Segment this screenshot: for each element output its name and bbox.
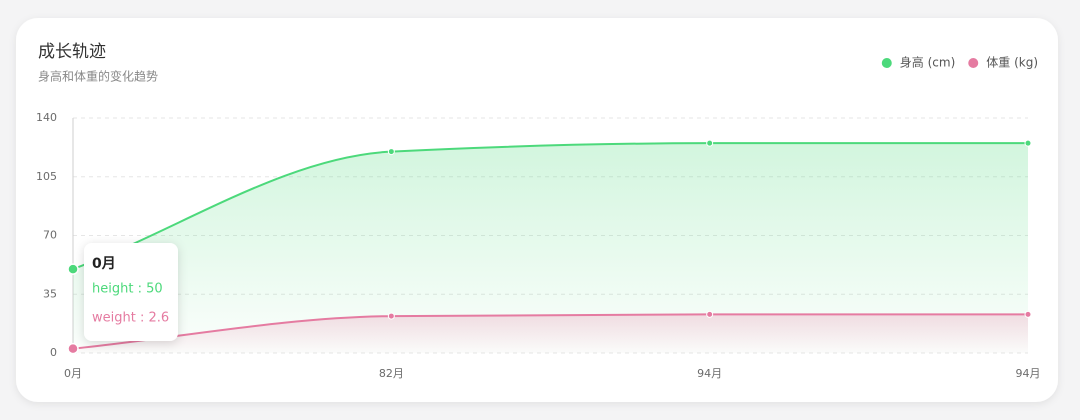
area <box>73 314 1028 353</box>
tooltip: 0月 height : 50 weight : 2.6 <box>84 243 178 341</box>
legend-swatch <box>968 58 979 68</box>
point <box>67 342 79 355</box>
tooltip-row: height : 50 <box>92 282 163 297</box>
x-tick-label: 94月 <box>697 367 722 380</box>
legend-label: 体重 (kg) <box>986 56 1038 70</box>
legend-label: 身高 (cm) <box>900 55 955 70</box>
y-tick-label: 70 <box>43 229 57 242</box>
point <box>387 148 395 156</box>
chart-title: 成长轨迹 <box>38 42 106 62</box>
x-tick-label: 82月 <box>379 367 404 380</box>
tooltip-title: 0月 <box>92 256 116 272</box>
line <box>72 313 1028 350</box>
tooltip-row: weight : 2.6 <box>92 311 169 326</box>
x-tick-label: 0月 <box>64 367 82 380</box>
area <box>73 143 1028 353</box>
point <box>706 310 714 318</box>
point <box>67 263 79 275</box>
point <box>1024 310 1032 318</box>
line <box>72 142 1028 271</box>
point <box>387 312 395 320</box>
y-tick-label: 0 <box>50 346 57 359</box>
point <box>1024 139 1032 147</box>
tooltip-box <box>84 243 178 341</box>
chart-subtitle: 身高和体重的变化趋势 <box>38 69 158 84</box>
y-tick-label: 105 <box>36 170 57 183</box>
x-tick-label: 94月 <box>1016 367 1041 380</box>
legend-swatch <box>881 58 892 68</box>
y-tick-label: 35 <box>43 287 57 300</box>
point <box>706 139 714 147</box>
y-tick-label: 140 <box>36 111 57 124</box>
